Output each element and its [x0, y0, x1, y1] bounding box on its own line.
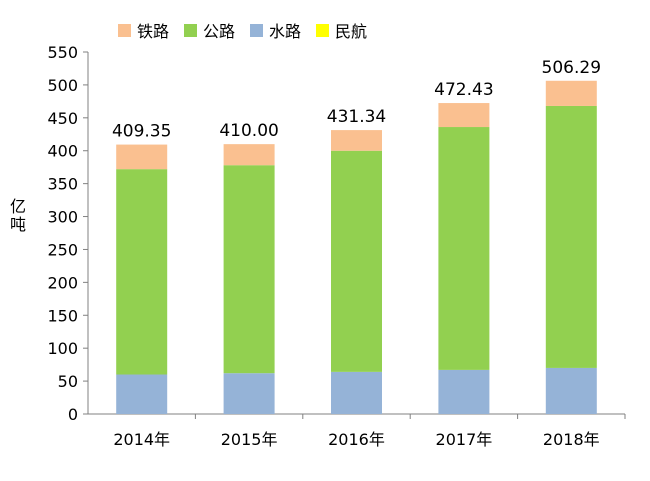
bar-segment — [545, 367, 597, 414]
y-tick-label: 300 — [47, 208, 78, 227]
y-tick-label: 200 — [47, 273, 78, 292]
bar-total-label: 431.34 — [327, 107, 386, 127]
y-tick-label: 400 — [47, 142, 78, 161]
y-tick-label: 0 — [68, 405, 78, 424]
bar-segment — [438, 127, 490, 370]
bar-total-label: 409.35 — [112, 122, 171, 142]
y-tick-label: 100 — [47, 339, 78, 358]
bar-segment — [545, 105, 597, 368]
legend-item-aviation: 民航 — [316, 18, 367, 42]
y-axis-label: 亿吨 — [9, 197, 26, 234]
bar-segment — [223, 144, 275, 166]
bar-total-label: 472.43 — [434, 80, 493, 100]
y-tick-label: 350 — [47, 175, 78, 194]
bar-total-label: 506.29 — [542, 58, 601, 78]
x-tick-label: 2015年 — [221, 430, 278, 449]
legend-swatch-highway — [184, 23, 198, 37]
chart-legend: 铁路 公路 水路 民航 — [118, 19, 382, 41]
legend-swatch-waterway — [250, 23, 264, 37]
legend-item-railway: 铁路 — [118, 18, 169, 42]
bar-segment — [116, 169, 168, 375]
y-tick-label: 500 — [47, 76, 78, 95]
legend-label-railway: 铁路 — [137, 22, 170, 41]
bar-segment — [331, 150, 382, 372]
bar-segment — [223, 165, 275, 374]
legend-label-waterway: 水路 — [269, 22, 302, 41]
x-tick-label: 2016年 — [328, 430, 385, 449]
y-tick-label: 50 — [58, 372, 78, 391]
legend-swatch-aviation — [316, 23, 330, 37]
bar-segment — [438, 369, 490, 414]
y-tick-label: 250 — [47, 240, 78, 259]
y-tick-label: 450 — [47, 109, 78, 128]
legend-item-highway: 公路 — [184, 18, 235, 42]
legend-label-aviation: 民航 — [335, 22, 368, 41]
bar-segment — [116, 374, 168, 414]
legend-item-waterway: 水路 — [250, 18, 301, 42]
x-tick-label: 2018年 — [543, 430, 600, 449]
x-tick-label: 2017年 — [436, 430, 493, 449]
bar-segment — [438, 103, 490, 128]
x-tick-label: 2014年 — [113, 430, 170, 449]
bar-total-label: 410.00 — [219, 121, 278, 141]
bar-segment — [223, 373, 275, 414]
bar-segment — [331, 371, 382, 414]
y-tick-label: 550 — [47, 43, 78, 62]
bar-segment — [331, 130, 382, 151]
y-tick-label: 150 — [47, 306, 78, 325]
bar-segment — [116, 144, 168, 170]
legend-swatch-railway — [118, 23, 131, 37]
legend-label-highway: 公路 — [203, 22, 236, 41]
bar-segment — [545, 80, 597, 106]
